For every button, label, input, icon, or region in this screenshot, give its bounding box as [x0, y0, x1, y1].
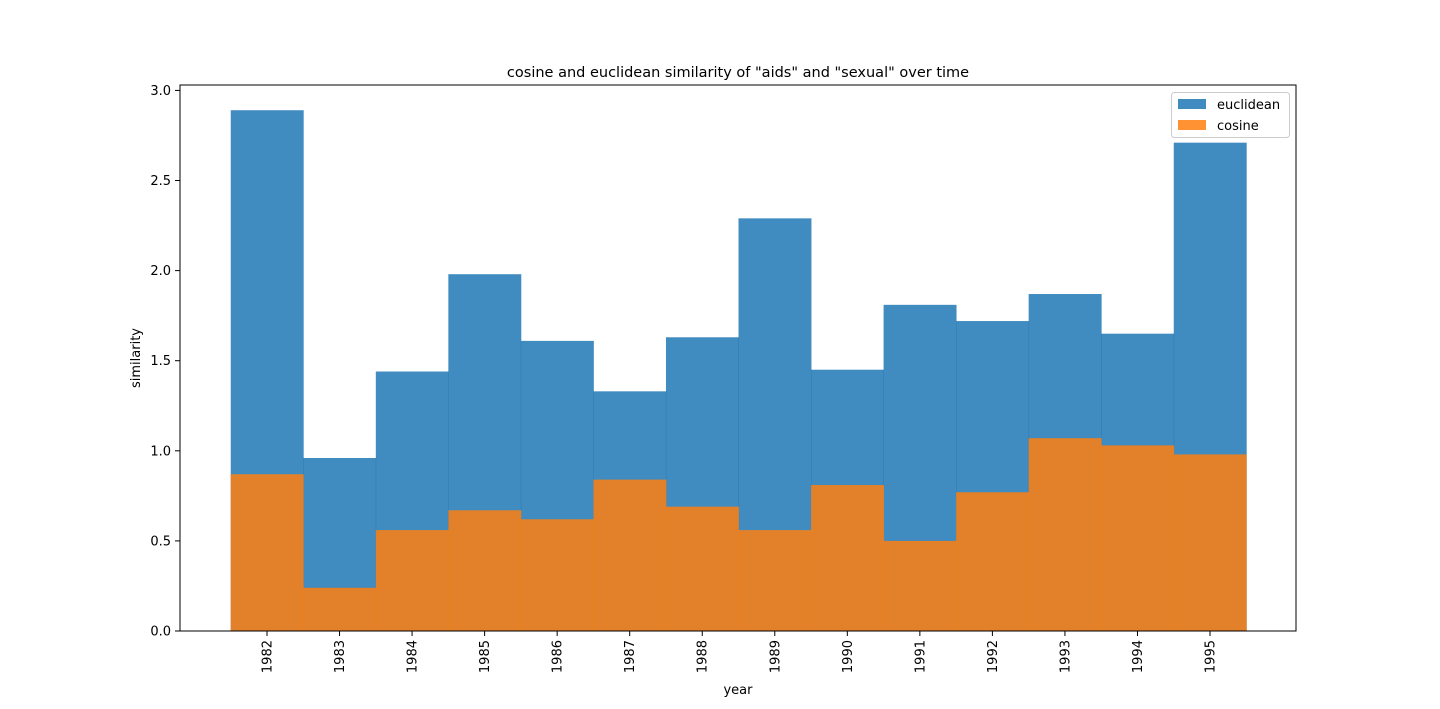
bar-cosine-1993: [1028, 438, 1102, 631]
bar-cosine-1994: [1101, 445, 1175, 631]
axes-layer: 0.0 0.5 1.0 1.5 2.0 2.5 3.0 1982 1983 1984 1985 198…: [150, 84, 1297, 673]
x-tick-label: 1983: [333, 640, 348, 673]
bar-cosine-1988: [665, 506, 739, 631]
y-tick-label: 2.5: [150, 174, 171, 189]
plot-frame: [179, 84, 1297, 632]
bar-cosine-1989: [738, 530, 812, 631]
legend-label-cosine: cosine: [1217, 119, 1259, 134]
y-tick-label: 1.0: [150, 444, 171, 459]
x-tick-label: 1985: [478, 640, 493, 673]
bar-cosine-1995: [1173, 454, 1247, 631]
bar-cosine-1984: [375, 530, 449, 631]
x-tick-label: 1986: [551, 640, 566, 673]
bar-cosine-1985: [448, 510, 522, 631]
y-tick-label: 0.0: [150, 625, 171, 640]
x-tick-label: 1992: [986, 640, 1001, 673]
x-tick-label: 1987: [623, 640, 638, 673]
y-tick-label: 3.0: [150, 84, 171, 99]
bars-layer: [230, 110, 1247, 632]
y-tick-label: 0.5: [150, 534, 171, 549]
x-tick-label: 1993: [1058, 640, 1073, 673]
x-tick-label: 1988: [696, 640, 711, 673]
y-tick-label: 1.5: [150, 354, 171, 369]
legend: euclidean cosine: [1171, 92, 1290, 138]
y-axis-label: similarity: [129, 328, 144, 388]
bar-cosine-1990: [811, 485, 884, 631]
legend-swatch-cosine: [1178, 120, 1206, 130]
y-tick-label: 2.0: [150, 264, 171, 279]
bar-cosine-1991: [883, 540, 957, 631]
legend-swatch-euclidean: [1178, 99, 1206, 109]
bar-cosine-1983: [303, 587, 377, 631]
bar-cosine-1986: [520, 519, 594, 631]
x-tick-label: 1991: [913, 640, 928, 673]
x-tick-label: 1984: [406, 640, 421, 673]
x-tick-label: 1989: [768, 640, 783, 673]
bar-cosine-1982: [230, 474, 304, 631]
bar-cosine-1992: [956, 492, 1030, 631]
x-tick-label: 1995: [1204, 640, 1219, 673]
x-axis-label: year: [723, 683, 753, 698]
x-tick-label: 1990: [841, 640, 856, 673]
bar-cosine-1987: [593, 479, 667, 631]
series-cosine: [230, 438, 1247, 631]
chart-title: cosine and euclidean similarity of "aids…: [507, 65, 969, 81]
legend-label-euclidean: euclidean: [1217, 98, 1280, 113]
x-tick-label: 1994: [1131, 640, 1146, 673]
x-tick-label: 1982: [261, 640, 276, 673]
